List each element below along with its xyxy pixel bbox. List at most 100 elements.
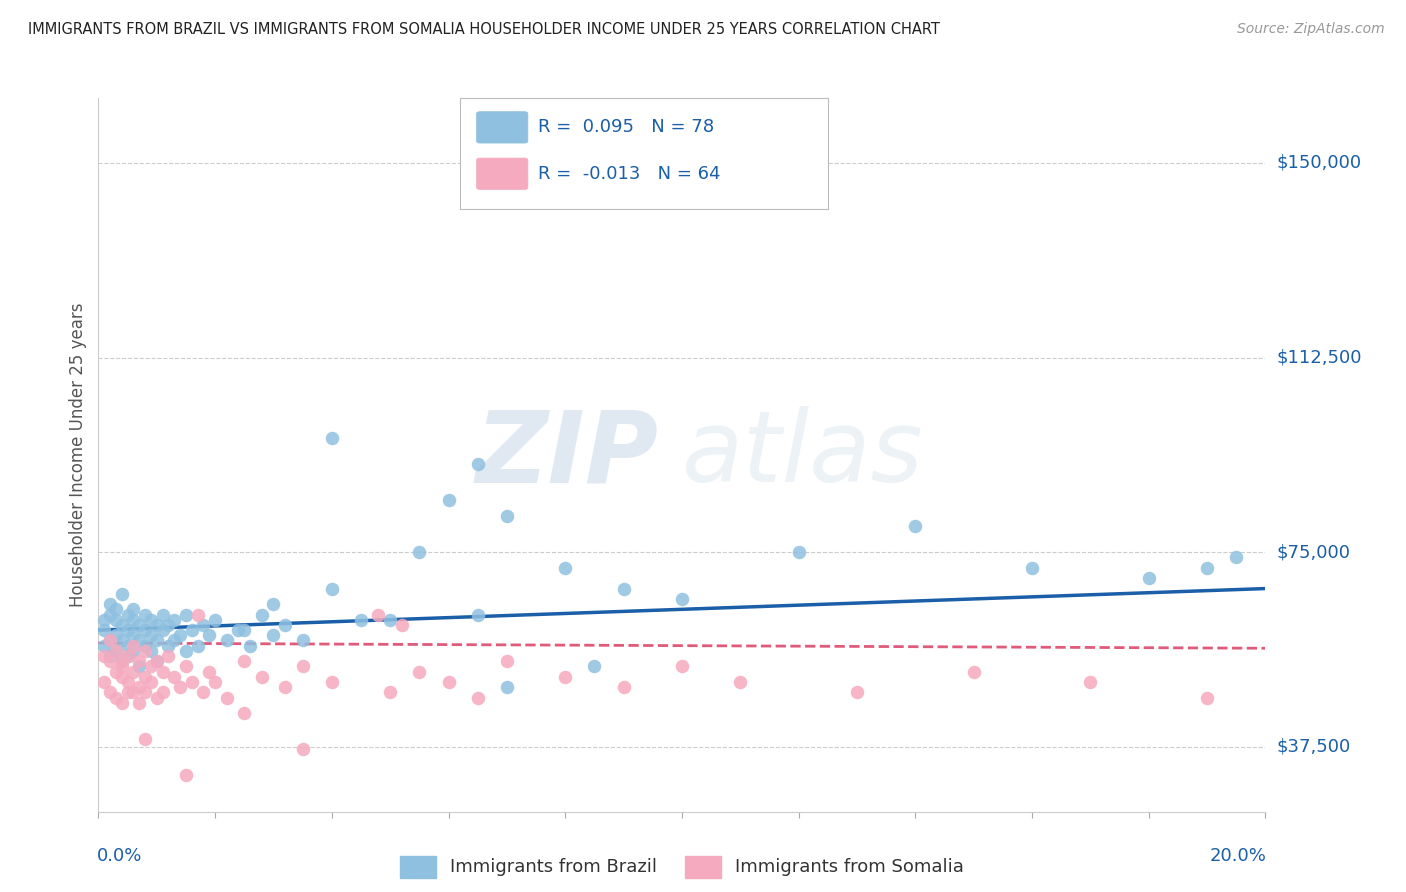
Point [117,648,139,663]
Point [321,582,343,596]
Point [122,602,145,616]
Point [128,696,150,710]
Point [111,587,134,601]
Point [128,659,150,673]
Point [93,648,115,663]
Point [180,623,202,637]
Point [228,623,250,637]
Point [122,685,145,699]
Point [583,659,606,673]
Point [134,685,156,699]
Point [350,613,373,627]
Point [98,597,121,611]
Point [93,639,115,653]
Point [111,633,134,648]
Point [122,665,145,679]
Point [671,659,693,673]
Point [193,685,215,699]
Point [437,675,460,690]
Point [554,561,576,575]
Point [233,623,256,637]
Text: $75,000: $75,000 [1277,543,1351,561]
Point [111,670,134,684]
Point [98,633,121,648]
Point [495,680,517,694]
Point [378,685,402,699]
Point [215,690,238,705]
Point [163,670,186,684]
Y-axis label: Householder Income Under 25 years: Householder Income Under 25 years [69,302,87,607]
Point [187,607,209,622]
Point [146,618,169,632]
Text: ZIP: ZIP [475,407,658,503]
Legend: Immigrants from Brazil, Immigrants from Somalia: Immigrants from Brazil, Immigrants from … [392,848,972,885]
Point [174,768,197,782]
Text: $112,500: $112,500 [1277,349,1362,367]
Point [391,618,413,632]
Point [495,508,517,523]
Point [111,654,134,668]
Point [122,644,145,658]
Point [1137,571,1160,585]
Point [274,680,297,694]
Point [239,639,262,653]
Point [180,675,202,690]
Point [612,582,634,596]
Point [291,742,314,756]
FancyBboxPatch shape [460,98,828,209]
Text: IMMIGRANTS FROM BRAZIL VS IMMIGRANTS FROM SOMALIA HOUSEHOLDER INCOME UNDER 25 YE: IMMIGRANTS FROM BRAZIL VS IMMIGRANTS FRO… [28,22,941,37]
Text: $150,000: $150,000 [1277,154,1361,172]
Point [98,607,121,622]
Point [152,607,174,622]
Point [174,607,197,622]
Point [93,623,115,637]
Point [122,639,145,653]
Text: atlas: atlas [682,407,924,503]
FancyBboxPatch shape [477,112,527,143]
Point [250,670,273,684]
Point [157,648,180,663]
Point [163,633,186,648]
Point [117,623,139,637]
Point [408,665,430,679]
Point [117,607,139,622]
Point [139,675,162,690]
Point [321,431,343,445]
Point [204,613,226,627]
Text: 0.0%: 0.0% [97,847,142,865]
Point [104,613,127,627]
Point [169,628,191,642]
Point [139,659,162,673]
Point [233,706,256,720]
Point [111,654,134,668]
Point [1195,690,1218,705]
Point [104,644,127,658]
Point [1021,561,1043,575]
Point [111,618,134,632]
Point [262,628,284,642]
Point [98,633,121,648]
Point [104,602,127,616]
Point [128,654,150,668]
Point [111,696,134,710]
Point [408,545,430,559]
Point [291,659,314,673]
Point [233,654,256,668]
Point [1195,561,1218,575]
Point [437,493,460,508]
Point [93,613,115,627]
Point [139,644,162,658]
Point [671,591,693,606]
Point [845,685,868,699]
Point [117,648,139,663]
Point [128,680,150,694]
Point [215,633,238,648]
Point [117,639,139,653]
Point [134,607,156,622]
Point [198,665,221,679]
Point [204,675,226,690]
Point [174,644,197,658]
Point [98,654,121,668]
Point [146,654,169,668]
Point [467,607,489,622]
